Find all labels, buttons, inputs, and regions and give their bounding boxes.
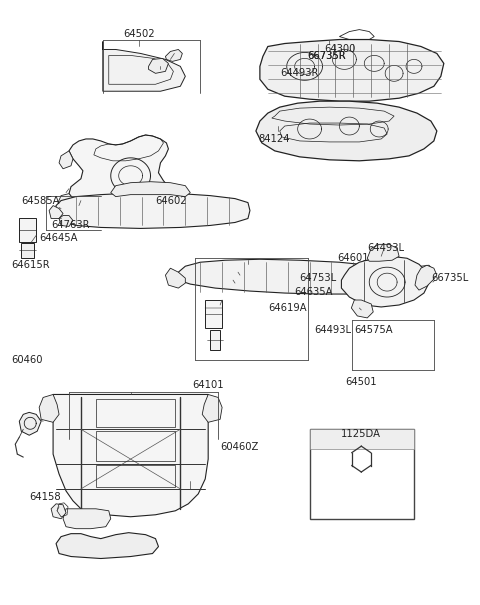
Text: 64493L: 64493L — [314, 325, 351, 335]
Text: 66735R: 66735R — [308, 51, 346, 62]
Polygon shape — [59, 151, 73, 169]
Polygon shape — [53, 394, 208, 517]
Text: 60460: 60460 — [12, 355, 43, 365]
Text: 64501: 64501 — [346, 376, 377, 387]
Polygon shape — [111, 182, 190, 197]
Polygon shape — [39, 394, 59, 422]
Polygon shape — [148, 59, 168, 73]
Polygon shape — [58, 194, 73, 209]
Polygon shape — [63, 509, 111, 529]
Polygon shape — [260, 39, 444, 101]
Polygon shape — [51, 504, 66, 518]
Text: 64753L: 64753L — [300, 273, 337, 283]
Text: 64502: 64502 — [123, 28, 155, 39]
Polygon shape — [351, 300, 373, 318]
Text: 66735R: 66735R — [308, 51, 346, 62]
Polygon shape — [19, 413, 41, 435]
Polygon shape — [341, 257, 429, 307]
Text: 60460Z: 60460Z — [220, 442, 259, 452]
Polygon shape — [56, 532, 158, 558]
Polygon shape — [49, 206, 63, 218]
Text: 66735L: 66735L — [431, 273, 468, 283]
Text: 84124: 84124 — [258, 134, 289, 144]
Polygon shape — [367, 244, 399, 261]
Text: 64645A: 64645A — [39, 234, 78, 243]
Text: 64575A: 64575A — [354, 325, 393, 335]
Text: 64101: 64101 — [192, 379, 224, 390]
Text: 64300: 64300 — [324, 45, 356, 54]
Polygon shape — [103, 42, 185, 91]
Text: 64585A: 64585A — [21, 195, 60, 206]
Bar — [310, 430, 414, 449]
Polygon shape — [166, 268, 185, 288]
Text: 64619A: 64619A — [268, 303, 306, 313]
Text: 64763R: 64763R — [51, 220, 90, 231]
Polygon shape — [256, 101, 437, 161]
Text: 64493L: 64493L — [367, 243, 404, 253]
Polygon shape — [21, 243, 34, 258]
Text: 64158: 64158 — [29, 492, 61, 502]
Polygon shape — [415, 265, 437, 290]
Text: 64493R: 64493R — [280, 68, 318, 78]
Text: 64615R: 64615R — [12, 260, 50, 270]
Polygon shape — [69, 135, 172, 220]
Polygon shape — [19, 218, 36, 243]
Bar — [310, 430, 414, 518]
Text: 1125DA: 1125DA — [341, 429, 381, 439]
Polygon shape — [59, 215, 73, 226]
Polygon shape — [202, 394, 222, 422]
Text: 64602: 64602 — [156, 195, 187, 206]
Polygon shape — [166, 50, 182, 61]
Polygon shape — [56, 192, 250, 229]
Text: 64601: 64601 — [337, 253, 369, 263]
Polygon shape — [414, 265, 434, 285]
Polygon shape — [179, 260, 424, 294]
Polygon shape — [205, 300, 222, 328]
Polygon shape — [210, 330, 220, 350]
Text: 64635A: 64635A — [295, 287, 333, 297]
